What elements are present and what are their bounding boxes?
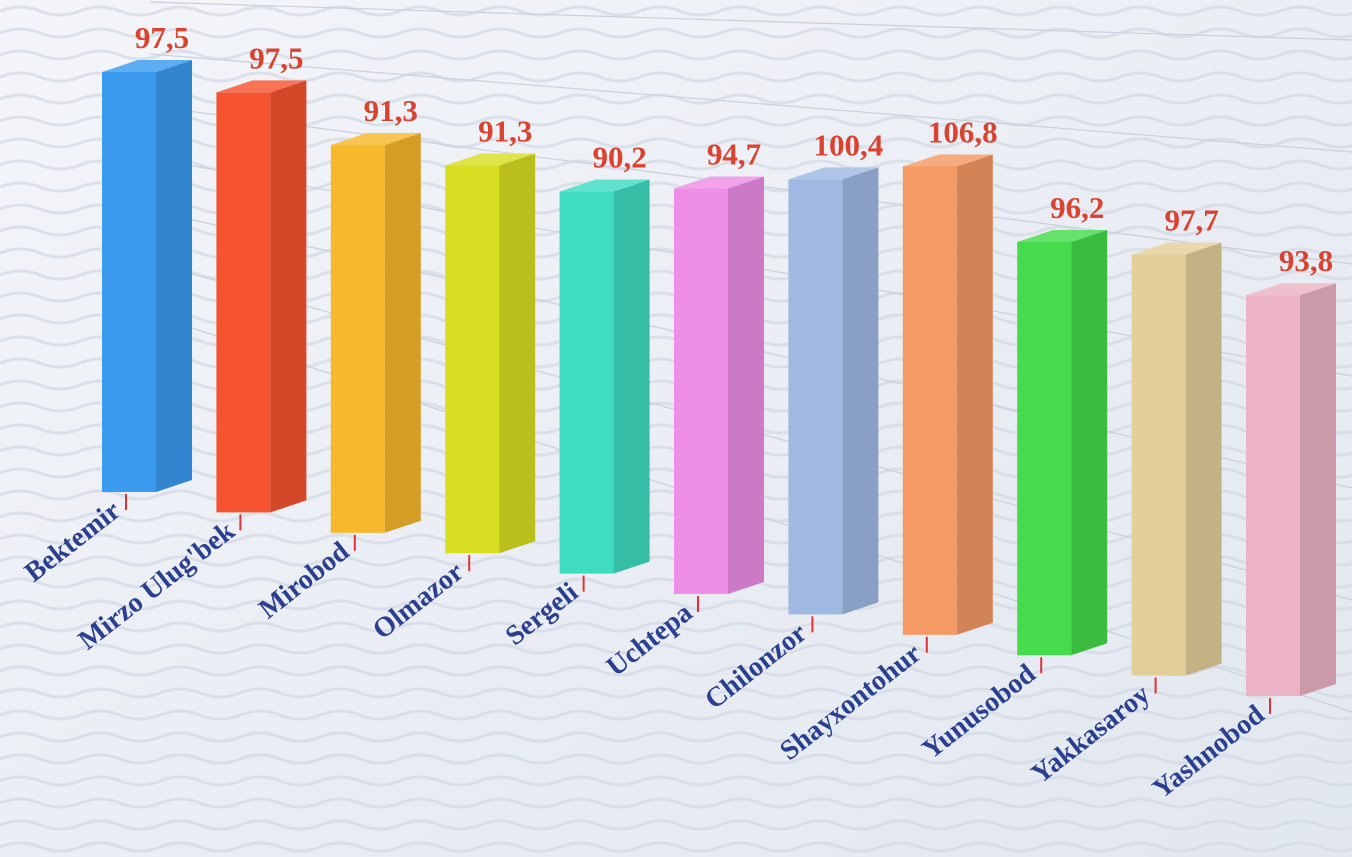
bar-side [384,133,421,533]
bar-side [270,80,307,513]
bar [1246,283,1336,696]
bar-side [728,176,764,594]
bar-side [499,153,536,554]
value-label: 90,2 [592,140,646,175]
value-label: 91,3 [364,93,418,128]
bar [788,167,879,615]
bar-front [559,191,614,574]
bar-top [330,133,421,146]
bar-top [788,167,879,180]
value-label: 91,3 [478,113,532,148]
bar-front [1017,241,1072,656]
bar-side [1185,242,1222,676]
bar [216,80,307,513]
bar [674,176,764,594]
bar-front [1246,295,1300,696]
bar [445,153,536,554]
bar [1131,242,1222,676]
bar-front [445,165,500,554]
bar-front [902,166,957,635]
bar-front [102,72,156,492]
value-label: 94,7 [707,137,761,172]
value-label: 96,2 [1050,190,1104,225]
bar-top [559,179,650,192]
gridline [149,1,1352,41]
bar-side [956,154,993,635]
value-label: 106,8 [928,114,998,149]
bar [102,60,192,492]
bar-top [674,176,764,189]
value-label: 100,4 [814,127,884,162]
bar-front [216,92,271,513]
bars [102,60,1336,696]
bar-front [674,188,728,594]
bar-top [1017,229,1108,242]
bar-top [216,80,307,93]
bar-top [102,60,192,72]
bar [1017,229,1108,656]
bar-side [1071,229,1108,656]
value-label: 97,5 [249,40,303,75]
bar-side [613,179,650,574]
bar [902,154,993,635]
gridline [149,53,1352,153]
value-label: 97,5 [135,20,189,55]
bar-front [788,179,843,615]
value-label: 97,7 [1164,203,1218,238]
bar-top [1246,283,1336,296]
bar-top [445,153,536,166]
bar-side [842,167,879,615]
bar-front [330,145,385,533]
bar-side [1300,283,1336,696]
bar [330,133,421,533]
bar-side [156,60,192,492]
bar-top [1131,242,1222,255]
bar [559,179,650,574]
bar-top [902,154,993,167]
value-label: 93,8 [1279,243,1333,278]
bar-front [1131,254,1186,676]
